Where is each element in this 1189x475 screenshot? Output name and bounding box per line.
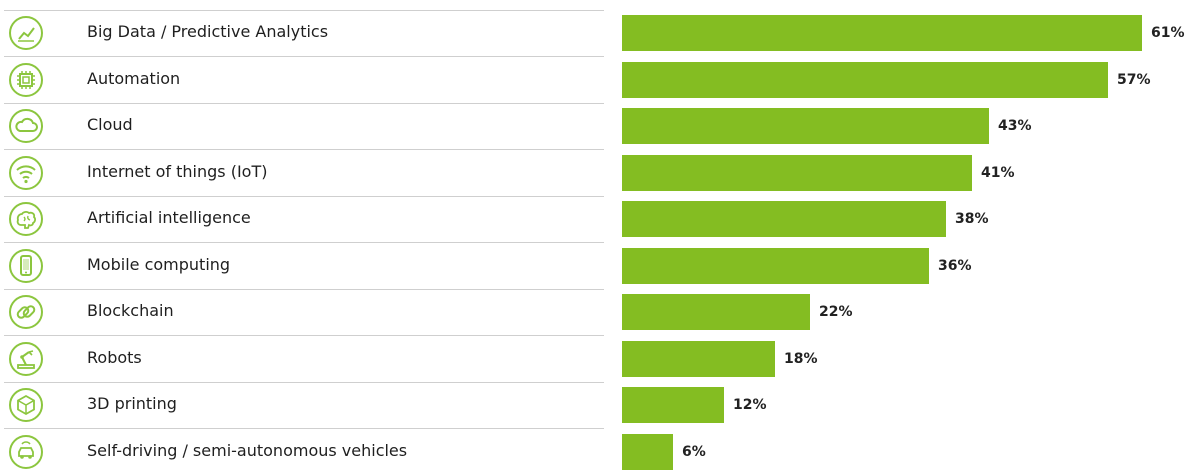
category-label: Big Data / Predictive Analytics xyxy=(87,22,329,41)
robot-arm-icon xyxy=(8,341,44,377)
brain-icon xyxy=(8,201,44,237)
category-label: Robots xyxy=(87,347,142,367)
bar-row: Big Data / Predictive Analytics 61% xyxy=(0,10,1189,57)
line-chart-icon xyxy=(8,15,44,51)
row-separator xyxy=(4,381,604,383)
bar xyxy=(622,154,972,191)
value-label: 36% xyxy=(938,257,972,274)
row-separator xyxy=(4,242,604,243)
value-label: 38% xyxy=(955,211,989,227)
chip-icon xyxy=(8,62,44,98)
bar-row: Self-driving / semi-autonomous vehicles 6… xyxy=(0,429,1189,475)
bar xyxy=(622,340,775,377)
cloud-icon xyxy=(8,108,44,144)
bar-row: Blockchain 22% xyxy=(0,289,1189,336)
top-separator xyxy=(4,10,604,11)
value-label: 41% xyxy=(981,164,1015,181)
value-label: 43% xyxy=(998,118,1032,134)
value-label: 57% xyxy=(1117,71,1151,88)
row-separator xyxy=(4,335,604,336)
row-separator xyxy=(4,428,604,429)
category-label: Mobile computing xyxy=(87,254,231,274)
car-icon xyxy=(8,434,44,470)
bar xyxy=(622,108,989,144)
smartphone-icon xyxy=(8,248,44,284)
row-separator xyxy=(4,149,604,150)
bar-row: 3D printing 12% xyxy=(0,382,1189,429)
category-label: Cloud xyxy=(87,115,133,134)
category-label: Automation xyxy=(87,68,181,88)
row-separator xyxy=(4,195,604,197)
chain-link-icon xyxy=(8,294,44,330)
row-separator xyxy=(4,56,604,57)
bar-row: Internet of things (IoT) 41% xyxy=(0,150,1189,197)
value-label: 6% xyxy=(682,443,706,460)
category-label: Internet of things (IoT) xyxy=(87,161,268,181)
category-label: Blockchain xyxy=(87,301,174,320)
bar-row: Mobile computing 36% xyxy=(0,243,1189,290)
category-label: Artificial intelligence xyxy=(87,208,251,227)
value-label: 22% xyxy=(819,304,853,320)
row-separator xyxy=(4,102,604,104)
bar xyxy=(622,247,929,284)
wifi-icon xyxy=(8,155,44,191)
bar-row: Artificial intelligence 38% xyxy=(0,196,1189,243)
bar xyxy=(622,294,810,330)
value-label: 18% xyxy=(784,350,818,367)
bar xyxy=(622,61,1108,98)
bar-row: Cloud 43% xyxy=(0,103,1189,150)
row-separator xyxy=(4,288,604,290)
value-label: 12% xyxy=(733,397,767,413)
value-label: 61% xyxy=(1151,25,1185,41)
bar xyxy=(622,387,724,423)
bar-row: Robots 18% xyxy=(0,336,1189,383)
bar xyxy=(622,201,946,237)
category-label: Self-driving / semi-autonomous vehicles xyxy=(87,440,408,460)
category-label: 3D printing xyxy=(87,394,177,413)
bar xyxy=(622,433,673,470)
bar-row: Automation 57% xyxy=(0,57,1189,104)
cube-icon xyxy=(8,387,44,423)
bar xyxy=(622,15,1142,51)
